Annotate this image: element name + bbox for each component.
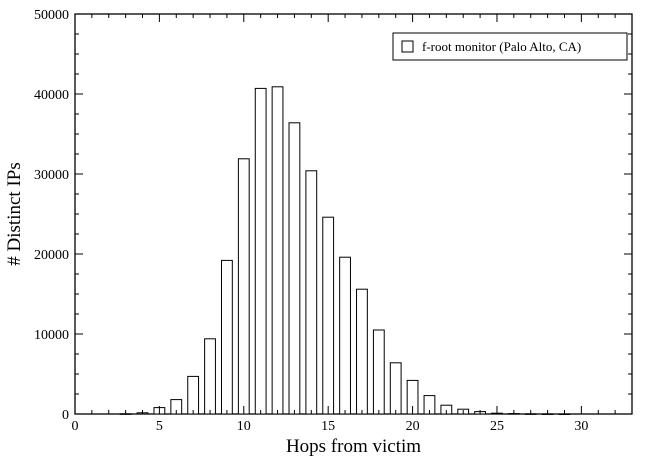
x-tick-label: 20 xyxy=(406,419,420,434)
bar xyxy=(389,362,402,415)
bar xyxy=(558,413,571,415)
bar xyxy=(237,158,250,415)
bar xyxy=(288,122,301,415)
bar xyxy=(305,170,318,415)
plot-frame xyxy=(74,13,633,415)
bar xyxy=(271,86,284,415)
bar xyxy=(254,87,267,415)
x-axis-title: Hops from victim xyxy=(286,436,421,456)
legend-swatch xyxy=(401,40,414,53)
legend-label: f-root monitor (Palo Alto, CA) xyxy=(422,39,581,54)
y-tick-label: 0 xyxy=(62,408,69,423)
bar xyxy=(339,256,351,415)
x-tick-label: 15 xyxy=(321,419,335,434)
x-tick-label: 5 xyxy=(156,419,163,434)
bar xyxy=(204,338,216,415)
y-tick-label: 30000 xyxy=(34,168,69,183)
bar-series xyxy=(119,86,571,415)
x-tick-label: 30 xyxy=(574,419,588,434)
x-tick-label: 0 xyxy=(72,419,79,434)
bar xyxy=(372,329,385,415)
y-tick-label: 20000 xyxy=(34,248,69,263)
bar xyxy=(322,216,335,415)
plot-area xyxy=(74,13,633,415)
bar xyxy=(356,288,368,415)
y-axis-title: # Distinct IPs xyxy=(4,162,25,265)
x-tick-label: 10 xyxy=(237,419,251,434)
y-tick-label: 50000 xyxy=(34,8,69,23)
bar xyxy=(187,375,200,415)
axis-ticks: 0 5 10 15 20 25 30 0 10000 20000 30000 40000 50000 xyxy=(34,8,633,434)
y-tick-label: 10000 xyxy=(34,328,69,343)
y-tick-label: 40000 xyxy=(34,88,69,103)
legend-box xyxy=(392,32,628,61)
legend: f-root monitor (Palo Alto, CA) xyxy=(392,32,628,61)
bar xyxy=(221,259,233,415)
x-tick-label: 25 xyxy=(490,419,504,434)
